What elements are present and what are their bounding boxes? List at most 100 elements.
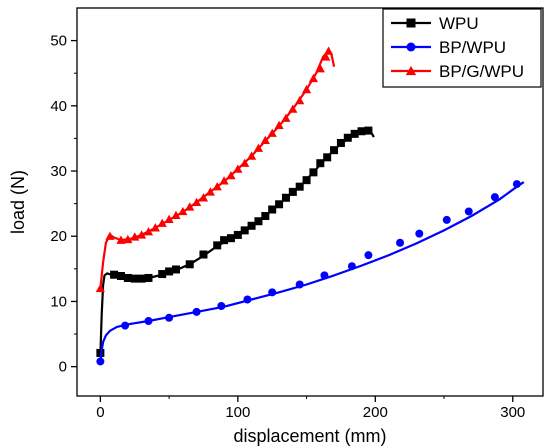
- series-1-point: [165, 313, 174, 322]
- series-2-point: [116, 235, 126, 244]
- y-tick-label: 10: [50, 293, 67, 310]
- legend-label-0: WPU: [439, 14, 479, 33]
- x-tick-label: 100: [225, 404, 250, 421]
- series-0-point: [254, 217, 263, 226]
- series-0-point: [268, 205, 277, 214]
- series-line-2: [99, 51, 336, 289]
- legend-marker-1: [406, 42, 416, 52]
- series-0-point: [137, 274, 146, 283]
- series-0-point: [350, 129, 359, 138]
- series-line-1: [99, 181, 525, 362]
- series-0-point: [220, 236, 229, 245]
- series-1-point: [295, 280, 304, 289]
- series-2-point: [267, 128, 277, 137]
- series-2-point: [171, 210, 181, 220]
- series-2-point: [246, 151, 257, 160]
- series-0-point: [226, 234, 235, 243]
- series-1-point: [442, 215, 451, 224]
- series-0-point: [261, 212, 270, 221]
- series-2-point: [301, 84, 312, 94]
- series-0-point: [233, 230, 242, 239]
- series-1-point: [320, 271, 329, 280]
- series-0-point: [185, 260, 194, 269]
- series-0-point: [199, 250, 208, 259]
- series-2-point: [143, 227, 154, 236]
- series-2-point: [178, 206, 188, 216]
- x-tick-label: 200: [363, 404, 388, 421]
- series-1-point: [192, 307, 201, 316]
- legend-label-2: BP/G/WPU: [439, 62, 524, 81]
- series-0-point: [364, 126, 373, 135]
- series-0-point: [144, 273, 153, 282]
- series-0-point: [123, 273, 132, 282]
- plot-frame: [76, 7, 544, 397]
- series-2-point: [157, 218, 167, 227]
- series-2-point: [274, 120, 284, 130]
- series-2-point: [226, 170, 236, 180]
- x-axis-title: displacement (mm): [233, 426, 386, 446]
- series-0-point: [158, 270, 167, 279]
- x-tick-label: 300: [500, 404, 525, 421]
- series-line-0: [99, 130, 375, 354]
- legend-label-1: BP/WPU: [439, 38, 506, 57]
- series-1-point: [415, 229, 424, 238]
- series-0-point: [309, 168, 318, 177]
- series-2-point: [233, 164, 243, 173]
- series-2-point: [150, 223, 160, 232]
- series-0-point: [281, 193, 290, 202]
- series-1-point: [364, 251, 373, 260]
- series-0-point: [165, 267, 174, 276]
- series-0-point: [343, 133, 352, 142]
- series-2-point: [123, 234, 133, 244]
- series-2-point: [219, 176, 229, 185]
- series-0-point: [275, 200, 284, 209]
- legend-marker-2: [405, 65, 417, 76]
- series-0-point: [213, 241, 222, 250]
- series-2-point: [260, 135, 270, 145]
- series-1-point: [121, 321, 130, 330]
- series-1-point: [217, 302, 226, 311]
- series-0-point: [316, 159, 325, 168]
- series-0-point: [110, 270, 119, 279]
- series-0-point: [240, 226, 249, 235]
- series-2-point: [240, 158, 250, 167]
- series-1-point: [396, 238, 405, 247]
- series-0-point: [288, 187, 297, 196]
- series-2-point: [288, 104, 298, 113]
- series-0-point: [116, 272, 125, 281]
- series-0-point: [330, 146, 339, 155]
- series-1-point: [347, 262, 356, 271]
- series-0-point: [302, 176, 311, 185]
- series-2-point: [321, 52, 331, 61]
- series-2-point: [191, 197, 202, 207]
- series-1-point: [268, 288, 277, 297]
- series-0-point: [171, 265, 180, 274]
- series-2-point: [315, 64, 325, 73]
- y-axis-title: load (N): [8, 170, 28, 234]
- series-2-point: [281, 113, 291, 122]
- series-0-point: [323, 153, 332, 162]
- series-2-point: [164, 214, 174, 223]
- series-2-point: [198, 193, 209, 202]
- legend-marker-0: [406, 18, 416, 28]
- series-2-point: [137, 230, 147, 239]
- x-tick-label: 0: [96, 404, 104, 421]
- series-1-point: [464, 207, 473, 216]
- series-1-point: [512, 180, 521, 189]
- series-1-point: [243, 295, 252, 304]
- series-2-point: [130, 232, 140, 241]
- series-2-point: [323, 46, 334, 55]
- y-tick-label: 40: [50, 98, 67, 115]
- series-1-point: [490, 193, 499, 202]
- series-2-point: [205, 187, 215, 196]
- y-tick-label: 20: [50, 228, 67, 245]
- series-2-point: [295, 95, 305, 105]
- series-0-point: [295, 182, 304, 191]
- series-2-point: [253, 143, 264, 152]
- series-2-point: [212, 182, 222, 191]
- series-2-point: [105, 231, 115, 240]
- series-0-point: [130, 274, 139, 283]
- series-2-point: [185, 202, 195, 211]
- series-0-point: [357, 127, 366, 136]
